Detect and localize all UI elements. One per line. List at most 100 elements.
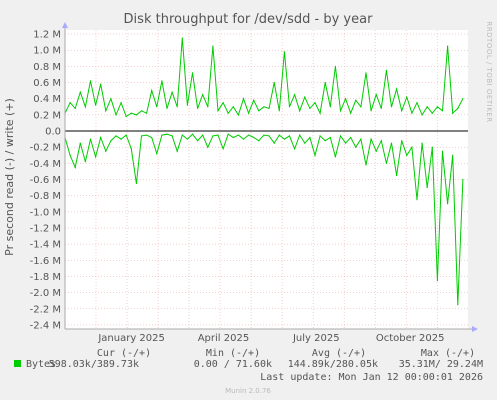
y-tick-label: -1.2 M	[30, 223, 61, 234]
data-point-write	[227, 112, 229, 114]
x-tick-label: January 2025	[97, 333, 165, 344]
data-point-write	[237, 114, 240, 116]
data-point-write	[329, 106, 331, 108]
data-point-write	[89, 80, 92, 82]
data-point-write	[395, 88, 398, 90]
data-point-write	[370, 110, 372, 112]
data-point-write	[334, 65, 336, 67]
data-point-read	[334, 156, 336, 158]
data-point-read	[253, 136, 255, 139]
data-point-write	[207, 106, 209, 108]
data-point-write	[202, 94, 204, 96]
data-point-read	[278, 134, 280, 136]
data-point-write	[365, 72, 367, 74]
data-point-write	[69, 102, 71, 104]
data-point-read	[151, 136, 153, 139]
data-point-write	[355, 99, 357, 101]
data-point-write	[446, 45, 449, 47]
data-point-read	[263, 134, 265, 136]
data-point-read	[380, 140, 382, 142]
data-point-read	[355, 146, 357, 148]
data-point-write	[156, 106, 158, 108]
data-point-write	[268, 107, 270, 109]
y-tick-label: -1.4 M	[30, 240, 61, 251]
data-point-write	[161, 80, 163, 82]
data-point-read	[309, 136, 311, 139]
data-point-read	[171, 135, 173, 137]
data-point-write	[212, 45, 214, 47]
data-point-read	[406, 154, 408, 156]
data-point-read	[462, 178, 464, 181]
data-point-write	[273, 81, 275, 84]
data-point-write	[324, 81, 326, 84]
data-point-read	[135, 182, 138, 185]
data-point-read	[217, 134, 219, 136]
x-tick-label: October 2025	[376, 333, 445, 344]
y-tick-label: -1.8 M	[30, 272, 61, 283]
data-point-read	[441, 150, 444, 152]
y-tick-label: 0.4 M	[33, 94, 61, 105]
data-point-write	[181, 37, 183, 39]
data-point-write	[411, 112, 413, 114]
data-point-write	[314, 102, 316, 104]
data-point-read	[186, 138, 189, 140]
data-point-read	[202, 134, 204, 136]
y-tick-label: 0.6 M	[33, 78, 61, 89]
y-axis-arrow	[62, 22, 68, 28]
data-point-write	[293, 94, 296, 96]
data-point-write	[115, 114, 117, 116]
y-tick-label: -0.2 M	[30, 143, 61, 154]
data-point-read	[304, 142, 306, 144]
data-point-read	[344, 142, 347, 144]
y-tick-label: 0.0	[45, 127, 61, 138]
data-point-write	[84, 106, 87, 108]
data-point-write	[248, 112, 250, 114]
y-tick-label: -1.0 M	[30, 207, 61, 218]
data-point-read	[421, 142, 423, 144]
y-tick-label: -0.4 M	[30, 159, 61, 170]
data-point-read	[370, 138, 372, 140]
data-point-read	[105, 150, 107, 152]
x-axis-arrow	[472, 326, 478, 332]
data-point-write	[140, 110, 143, 112]
y-tick-label: 0.2 M	[33, 110, 61, 121]
data-point-read	[69, 154, 71, 156]
y-tick-label: -2.0 M	[30, 288, 61, 299]
data-point-write	[283, 51, 285, 53]
data-point-read	[161, 134, 163, 136]
data-point-read	[181, 134, 183, 136]
data-point-read	[79, 142, 81, 144]
data-point-write	[135, 114, 138, 116]
data-point-write	[171, 91, 173, 93]
data-point-read	[288, 135, 291, 137]
data-point-write	[100, 83, 102, 85]
data-point-read	[125, 134, 127, 136]
y-tick-label: -2.4 M	[30, 320, 61, 331]
data-point-read	[120, 138, 122, 140]
legend-header-avg: Avg (-/+)	[312, 348, 366, 359]
data-point-write	[222, 102, 224, 104]
data-point-write	[130, 112, 132, 114]
legend-header-min: Min (-/+)	[206, 348, 260, 359]
data-point-write	[452, 112, 454, 114]
data-point-write	[426, 106, 428, 108]
munin-footer: Munin 2.0.76	[225, 387, 271, 395]
data-point-read	[395, 174, 398, 177]
data-point-write	[385, 69, 387, 72]
data-point-write	[151, 90, 153, 92]
data-point-read	[115, 135, 117, 137]
data-point-read	[431, 146, 433, 148]
data-point-read	[212, 135, 214, 137]
data-point-read	[426, 186, 428, 189]
data-point-write	[360, 106, 362, 108]
data-point-read	[385, 162, 387, 164]
y-tick-label: -0.6 M	[30, 175, 61, 186]
data-point-read	[416, 199, 418, 201]
y-tick-label: 1.2 M	[33, 30, 61, 41]
data-point-read	[197, 140, 199, 142]
legend-header-max: Max (-/+)	[421, 348, 475, 359]
legend-value-cur: 598.03k/389.73k	[49, 359, 139, 370]
data-point-write	[344, 98, 347, 100]
data-point-write	[74, 107, 76, 109]
data-point-write	[350, 112, 352, 114]
